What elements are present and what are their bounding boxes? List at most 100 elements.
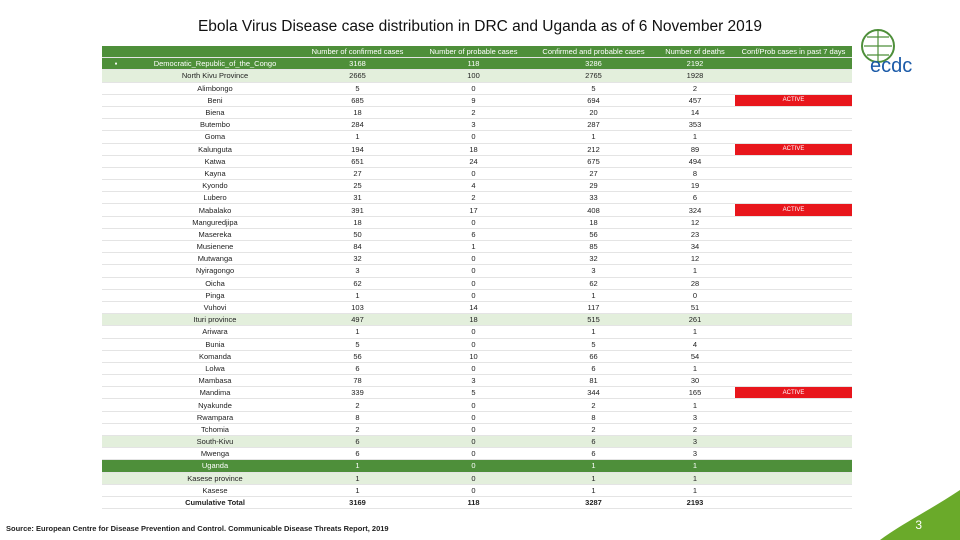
empty-cell: [735, 325, 852, 339]
column-header: Number of probable cases: [415, 46, 532, 59]
cell: 51: [655, 301, 735, 315]
cell: 3: [655, 447, 735, 461]
cell: 2: [655, 82, 735, 95]
cell: 0: [415, 435, 532, 449]
cell: 2: [415, 106, 532, 120]
cell: 8: [300, 411, 415, 424]
cell: 33: [532, 191, 655, 205]
row-marker: [102, 447, 130, 461]
row-name: Lubero: [130, 191, 300, 205]
row-name: Ituri province: [130, 313, 300, 327]
cell: 89: [655, 143, 735, 156]
header-row: Number of confirmed cases Number of proba…: [102, 46, 852, 59]
page-number: 3: [915, 518, 922, 532]
cell: 685: [300, 94, 415, 107]
row-marker: [102, 398, 130, 412]
row-name: Alimbongo: [130, 82, 300, 95]
cell: 1: [300, 325, 415, 339]
row-marker: [102, 203, 130, 217]
table-row: Lubero 31 2 33 6: [102, 191, 852, 205]
cell: 3287: [532, 495, 655, 510]
cell: 0: [415, 252, 532, 266]
empty-cell: [735, 338, 852, 351]
row-marker: [102, 82, 130, 95]
cell: 2765: [532, 69, 655, 83]
cell: 694: [532, 94, 655, 107]
empty-cell: [735, 495, 852, 510]
empty-cell: [735, 411, 852, 424]
table-row: Nyakunde 2 0 2 1: [102, 398, 852, 412]
cell: 391: [300, 203, 415, 217]
status-cell: ACTIVE: [735, 203, 852, 217]
cell: 18: [415, 143, 532, 156]
column-header: Number of confirmed cases: [300, 46, 415, 59]
table-row: Pinga 1 0 1 0: [102, 289, 852, 302]
empty-cell: [735, 130, 852, 144]
cell: 30: [655, 374, 735, 388]
cell: 118: [415, 57, 532, 71]
empty-cell: [735, 167, 852, 181]
table-row: Mutwanga 32 0 32 12: [102, 252, 852, 266]
table-row: Biena 18 2 20 14: [102, 106, 852, 120]
row-marker: [102, 484, 130, 497]
cell: 24: [415, 155, 532, 168]
row-marker: [102, 435, 130, 449]
logo: ecdc: [861, 29, 912, 77]
row-marker: [102, 252, 130, 266]
cell: 62: [300, 277, 415, 290]
status-cell: ACTIVE: [735, 143, 852, 156]
cell: 284: [300, 118, 415, 132]
empty-cell: [735, 264, 852, 278]
row-marker: [102, 264, 130, 278]
cell: 0: [415, 447, 532, 461]
cell: 17: [415, 203, 532, 217]
row-name: Biena: [130, 106, 300, 120]
row-marker: [102, 374, 130, 388]
cell: 4: [655, 338, 735, 351]
row-name: Mandima: [130, 386, 300, 400]
cell: 1: [532, 289, 655, 302]
title: Ebola Virus Disease case distribution in…: [197, 18, 763, 35]
cell: 56: [300, 350, 415, 363]
table-row: ▪ Democratic_Republic_of_the_Congo 3168 118…: [102, 57, 852, 71]
column-header: Conf/Prob cases in past 7 days: [735, 46, 852, 59]
empty-cell: [735, 472, 852, 485]
row-marker: [102, 69, 130, 83]
cell: 1: [532, 459, 655, 473]
table-row: South-Kivu 6 0 6 3: [102, 435, 852, 449]
table-row: Katwa 651 24 675 494: [102, 155, 852, 168]
empty-cell: [735, 459, 852, 473]
empty-cell: [735, 484, 852, 497]
table-row: Uganda 1 0 1 1: [102, 459, 852, 473]
empty-cell: [735, 106, 852, 120]
cell: 25: [300, 179, 415, 193]
row-name: Bunia: [130, 338, 300, 351]
cell: 0: [415, 325, 532, 339]
cell: 3169: [300, 495, 415, 510]
cell: 651: [300, 155, 415, 168]
cell: 0: [415, 423, 532, 437]
corner: [130, 46, 300, 59]
cell: 1: [532, 484, 655, 497]
table-row: Butembo 284 3 287 353: [102, 118, 852, 132]
row-name: Pinga: [130, 289, 300, 302]
row-marker: [102, 325, 130, 339]
cell: 3286: [532, 57, 655, 71]
empty-cell: [735, 179, 852, 193]
cell: 1: [415, 240, 532, 254]
cell: 85: [532, 240, 655, 254]
empty-cell: [735, 447, 852, 461]
table-row: Kasese 1 0 1 1: [102, 484, 852, 497]
cell: 2: [655, 423, 735, 437]
cell: 29: [532, 179, 655, 193]
source: Source: European Centre for Disease Prev…: [6, 524, 389, 533]
cell: 5: [415, 386, 532, 400]
cell: 27: [532, 167, 655, 181]
cell: 4: [415, 179, 532, 193]
cell: 5: [532, 338, 655, 351]
empty-cell: [735, 69, 852, 83]
cell: 165: [655, 386, 735, 400]
row-name: Goma: [130, 130, 300, 144]
cell: 339: [300, 386, 415, 400]
cell: 2: [300, 423, 415, 437]
